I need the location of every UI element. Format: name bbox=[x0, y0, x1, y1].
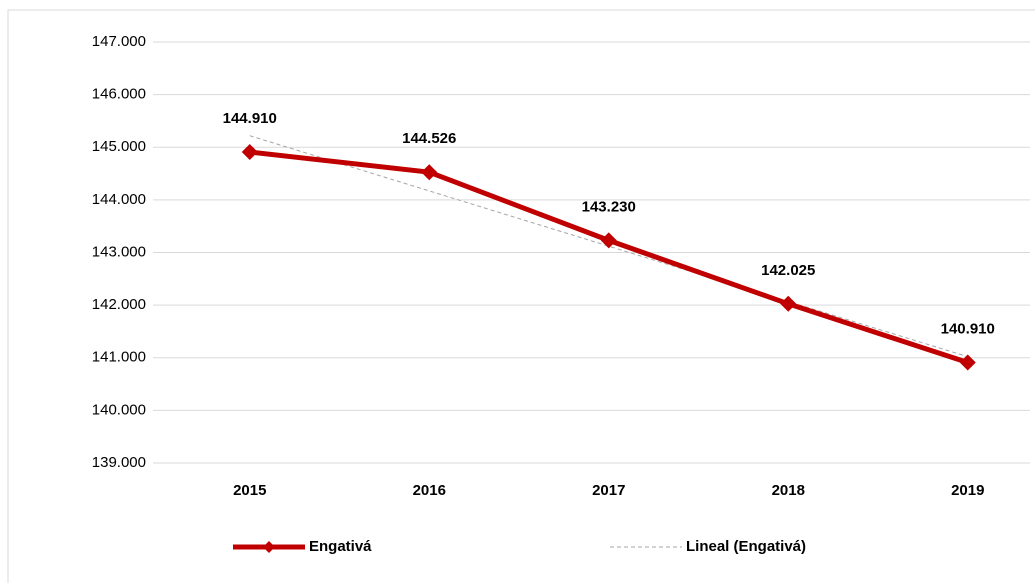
trend-line bbox=[249, 135, 968, 358]
data-label: 144.526 bbox=[402, 130, 456, 147]
marker bbox=[600, 232, 617, 249]
marker bbox=[421, 164, 438, 181]
y-tick-label: 143.000 bbox=[92, 243, 146, 260]
y-tick-label: 139.000 bbox=[92, 454, 146, 471]
y-tick-label: 145.000 bbox=[92, 138, 146, 155]
legend-marker bbox=[263, 541, 275, 553]
legend-label: Lineal (Engativá) bbox=[686, 538, 806, 555]
data-label: 140.910 bbox=[941, 320, 995, 337]
data-label: 144.910 bbox=[223, 110, 277, 127]
y-tick-label: 146.000 bbox=[92, 86, 146, 103]
chart-border bbox=[7, 9, 1035, 583]
marker bbox=[959, 354, 976, 371]
data-label: 143.230 bbox=[582, 198, 636, 215]
y-tick-label: 140.000 bbox=[92, 401, 146, 418]
y-tick-label: 147.000 bbox=[92, 33, 146, 50]
legend-label: Engativá bbox=[309, 538, 372, 555]
x-tick-label: 2018 bbox=[772, 482, 805, 499]
x-tick-label: 2017 bbox=[592, 482, 625, 499]
y-tick-label: 141.000 bbox=[92, 349, 146, 366]
y-tick-label: 142.000 bbox=[92, 296, 146, 313]
data-label: 142.025 bbox=[761, 262, 815, 279]
marker bbox=[780, 295, 797, 312]
x-tick-label: 2019 bbox=[951, 482, 984, 499]
x-tick-label: 2016 bbox=[413, 482, 446, 499]
x-tick-label: 2015 bbox=[233, 482, 266, 499]
marker bbox=[241, 143, 258, 160]
y-tick-label: 144.000 bbox=[92, 191, 146, 208]
